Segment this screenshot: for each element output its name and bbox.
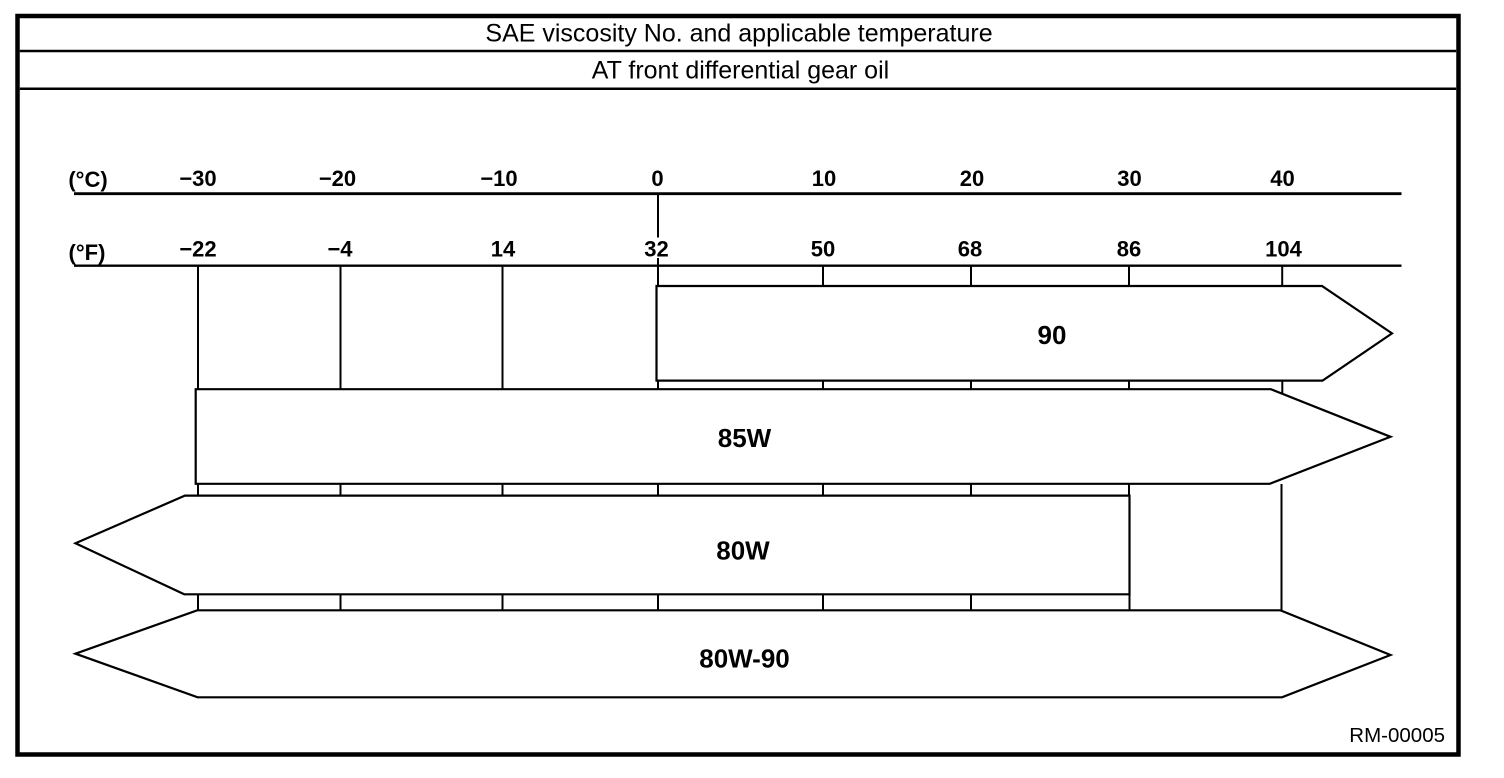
svg-text:32: 32: [644, 237, 668, 262]
svg-text:−20: −20: [319, 166, 356, 191]
svg-text:68: 68: [958, 237, 982, 262]
svg-text:20: 20: [960, 166, 984, 191]
svg-text:(°F): (°F): [69, 240, 106, 265]
svg-text:SAE viscosity No. and applicab: SAE viscosity No. and applicable tempera…: [485, 20, 992, 48]
svg-text:−22: −22: [179, 237, 216, 262]
svg-text:−10: −10: [480, 166, 517, 191]
svg-text:30: 30: [1117, 166, 1141, 191]
svg-text:RM-00005: RM-00005: [1349, 724, 1445, 747]
svg-text:50: 50: [811, 237, 835, 262]
svg-text:86: 86: [1117, 237, 1141, 262]
svg-text:80W: 80W: [716, 536, 770, 566]
svg-text:14: 14: [491, 237, 516, 262]
svg-text:10: 10: [812, 166, 836, 191]
svg-text:90: 90: [1038, 320, 1067, 350]
svg-text:(°C): (°C): [68, 167, 107, 192]
svg-text:80W-90: 80W-90: [699, 643, 790, 673]
svg-text:0: 0: [651, 166, 663, 191]
svg-text:−30: −30: [179, 166, 216, 191]
svg-text:40: 40: [1270, 166, 1294, 191]
svg-text:85W: 85W: [718, 423, 772, 453]
svg-text:−4: −4: [327, 237, 353, 262]
svg-text:104: 104: [1265, 237, 1302, 262]
svg-text:AT front differential gear oil: AT front differential gear oil: [592, 57, 889, 85]
